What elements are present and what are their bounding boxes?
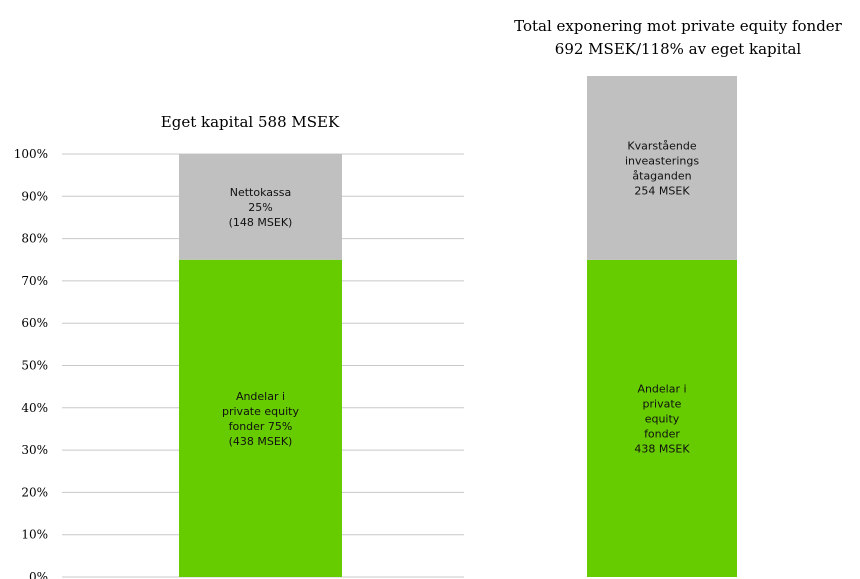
left-y-tick-label: 50%	[21, 359, 48, 373]
right-segment-label: private	[643, 397, 682, 410]
left-y-ticks: 0% 10% 20% 30% 40% 50% 60% 70% 80% 90% 100%	[14, 147, 48, 579]
left-segment-label: (438 MSEK)	[229, 435, 293, 448]
left-y-tick-label: 0%	[29, 570, 48, 579]
right-chart-title-line-2: 692 MSEK/118% av eget kapital	[555, 40, 802, 58]
right-bar-segment	[587, 76, 737, 260]
left-chart-title: Eget kapital 588 MSEK	[161, 113, 340, 131]
left-segment-label: Nettokassa	[230, 186, 291, 199]
left-y-tick-label: 80%	[21, 232, 48, 246]
right-segment-label: 438 MSEK	[634, 442, 690, 455]
left-segment-label: private equity	[222, 405, 299, 418]
right-segment-label: fonder	[644, 427, 680, 440]
left-y-tick-label: 100%	[14, 147, 48, 161]
left-segment-label: fonder 75%	[229, 420, 293, 433]
left-bar-segment	[179, 154, 342, 260]
left-bars: Andelar i private equity fonder 75% (438 MS…	[179, 154, 342, 577]
left-y-tick-label: 60%	[21, 316, 48, 330]
right-segment-label: 254 MSEK	[634, 184, 690, 197]
left-segment-label: (148 MSEK)	[229, 216, 293, 229]
right-segment-label: inveasterings	[625, 154, 699, 167]
right-segment-label: åtaganden	[632, 169, 691, 182]
left-y-tick-label: 70%	[21, 274, 48, 288]
left-y-tick-label: 90%	[21, 189, 48, 203]
right-bar-segment	[587, 259, 737, 577]
left-y-tick-label: 40%	[21, 401, 48, 415]
left-segment-label: 25%	[248, 201, 272, 214]
left-chart: Eget kapital 588 MSEK 0% 10% 20% 30% 40% 50% 6…	[14, 113, 464, 579]
right-segment-label: Kvarstående	[627, 139, 696, 152]
right-bars: Andelar i private equity fonder 438 MSEK Kvar…	[587, 76, 737, 577]
right-segment-label: Andelar i	[637, 382, 686, 395]
right-chart-title-line-1: Total exponering mot private equity fond…	[514, 17, 843, 35]
left-bar-segment	[179, 259, 342, 577]
right-segment-label: equity	[645, 412, 680, 425]
left-segment-label: Andelar i	[236, 390, 285, 403]
left-y-tick-label: 20%	[21, 485, 48, 499]
left-y-tick-label: 10%	[21, 528, 48, 542]
right-chart: Total exponering mot private equity fond…	[514, 17, 843, 577]
left-y-tick-label: 30%	[21, 443, 48, 457]
